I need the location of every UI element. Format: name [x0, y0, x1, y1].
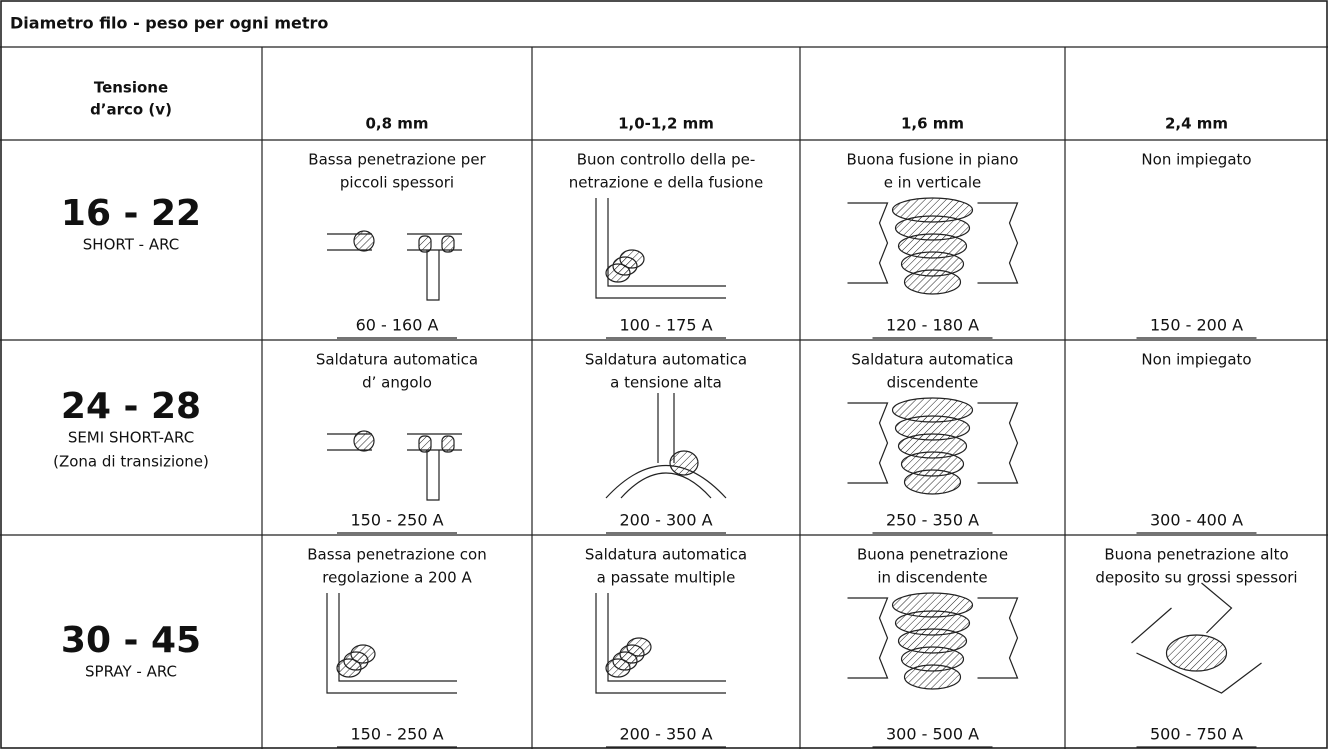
- plate: [847, 202, 1019, 284]
- bead: [1165, 634, 1228, 672]
- plate: [426, 450, 440, 501]
- column-header: 1,0-1,2 mm: [618, 115, 714, 133]
- cell-current: 150 - 250 A: [350, 511, 443, 530]
- bead: [903, 664, 962, 690]
- bead: [619, 249, 645, 269]
- cell-description: Non impiegato: [1141, 151, 1251, 169]
- cell-description: a passate multiple: [597, 569, 736, 587]
- cell-description: a tensione alta: [610, 374, 722, 392]
- cell-description: netrazione e della fusione: [569, 174, 763, 192]
- bead: [418, 235, 432, 253]
- cell-description: Saldatura automatica: [316, 351, 478, 369]
- cell-description: Buona penetrazione: [857, 546, 1008, 564]
- illustration: [605, 393, 727, 499]
- cell-description: Buon controllo della pe-: [577, 151, 756, 169]
- cell-current: 200 - 350 A: [619, 725, 712, 744]
- plate: [426, 250, 440, 301]
- illustration: [595, 198, 726, 299]
- illustration: [847, 592, 1019, 690]
- cell-description: Saldatura automatica: [585, 546, 747, 564]
- illustration: [595, 593, 726, 694]
- cell-description: Saldatura automatica: [851, 351, 1013, 369]
- bead: [353, 430, 375, 452]
- cell-description: Buona penetrazione alto: [1104, 546, 1288, 564]
- illustration: [327, 430, 462, 501]
- cell-current: 250 - 350 A: [886, 511, 979, 530]
- cell-current: 60 - 160 A: [356, 316, 439, 335]
- cell-current: 300 - 400 A: [1150, 511, 1243, 530]
- plate: [327, 433, 462, 451]
- header-label: d’arco (v): [90, 101, 172, 119]
- cell-current: 150 - 200 A: [1150, 316, 1243, 335]
- cell-description: regolazione a 200 A: [322, 569, 472, 587]
- arc-mode: SPRAY - ARC: [85, 663, 177, 681]
- table-title: Diametro filo - peso per ogni metro: [10, 14, 328, 33]
- plate: [847, 402, 1019, 484]
- cell-current: 200 - 300 A: [619, 511, 712, 530]
- cell-description: d’ angolo: [362, 374, 432, 392]
- bead: [626, 637, 652, 657]
- cell-current: 120 - 180 A: [886, 316, 979, 335]
- bead: [903, 469, 962, 495]
- bead: [669, 450, 699, 476]
- cell-description: discendente: [887, 374, 979, 392]
- arc-voltage: 24 - 28: [61, 386, 201, 427]
- arc-mode: SHORT - ARC: [83, 236, 179, 254]
- cell-current: 500 - 750 A: [1150, 725, 1243, 744]
- plate: [326, 593, 457, 694]
- column-header: 2,4 mm: [1165, 115, 1228, 133]
- cell-description: in discendente: [877, 569, 987, 587]
- cell-description: Bassa penetrazione per: [308, 151, 486, 169]
- cell-current: 150 - 250 A: [350, 725, 443, 744]
- plate: [605, 393, 727, 499]
- illustration: [326, 593, 457, 694]
- arc-voltage: 30 - 45: [61, 620, 201, 661]
- cell-description: Saldatura automatica: [585, 351, 747, 369]
- plate: [595, 198, 726, 299]
- illustration: [327, 230, 462, 301]
- arc-mode: (Zona di transizione): [53, 453, 209, 471]
- plate: [327, 233, 462, 251]
- cell-current: 100 - 175 A: [619, 316, 712, 335]
- illustration: [847, 197, 1019, 295]
- plate: [1131, 582, 1262, 694]
- arc-mode: SEMI SHORT-ARC: [68, 429, 194, 447]
- bead: [441, 435, 455, 453]
- bead: [353, 230, 375, 252]
- column-header: 0,8 mm: [365, 115, 428, 133]
- cell-description: Non impiegato: [1141, 351, 1251, 369]
- header-label: Tensione: [94, 79, 168, 97]
- cell-description: e in verticale: [884, 174, 982, 192]
- illustration: [847, 397, 1019, 495]
- bead: [903, 269, 962, 295]
- bead: [350, 644, 376, 664]
- cell-description: Bassa penetrazione con: [307, 546, 486, 564]
- plate: [595, 593, 726, 694]
- cell-description: deposito su grossi spessori: [1095, 569, 1297, 587]
- cell-current: 300 - 500 A: [886, 725, 979, 744]
- bead: [441, 235, 455, 253]
- arc-voltage: 16 - 22: [61, 193, 201, 234]
- plate: [847, 597, 1019, 679]
- cell-description: Buona fusione in piano: [847, 151, 1019, 169]
- illustration: [1131, 582, 1262, 694]
- bead: [418, 435, 432, 453]
- cell-description: piccoli spessori: [340, 174, 454, 192]
- column-header: 1,6 mm: [901, 115, 964, 133]
